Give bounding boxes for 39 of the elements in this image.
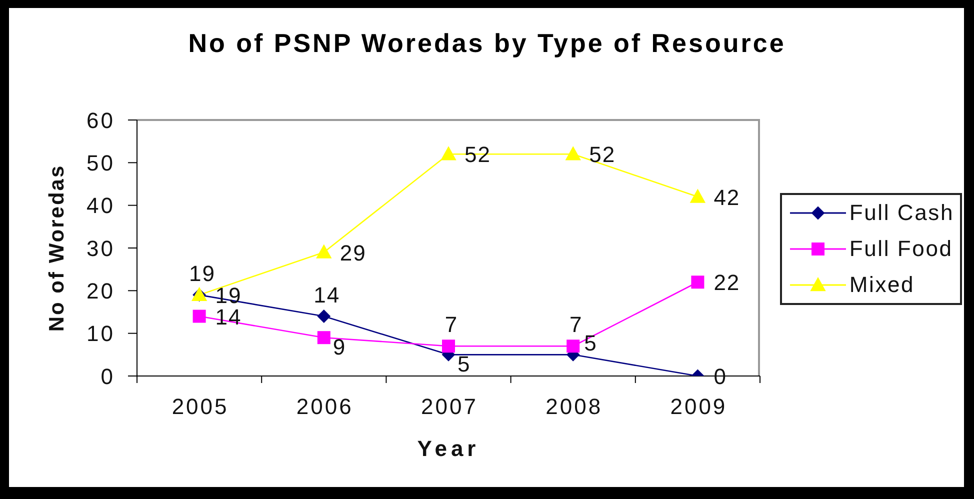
data-label: 42 <box>714 184 740 210</box>
data-label: 5 <box>458 352 471 377</box>
point <box>691 276 704 289</box>
data-label: 14 <box>314 282 340 308</box>
point <box>316 244 332 258</box>
y-tick-label: 30 <box>86 236 115 261</box>
y-tick-label: 50 <box>86 150 115 176</box>
x-tick-label: 2007 <box>421 394 478 419</box>
legend-label: Full Cash <box>849 200 954 226</box>
point <box>566 146 581 160</box>
data-label: 7 <box>444 312 458 338</box>
point <box>317 331 330 344</box>
point <box>317 310 330 323</box>
point <box>441 146 456 160</box>
data-label: 29 <box>340 240 366 266</box>
data-label: 9 <box>332 334 346 360</box>
x-axis-title: Year <box>417 436 480 461</box>
legend-label: Mixed <box>849 272 915 298</box>
point <box>690 189 706 203</box>
point <box>566 340 580 353</box>
y-axis-title: No of Woredas <box>46 164 68 332</box>
y-tick-label: 0 <box>100 364 115 389</box>
x-tick-label: 2008 <box>546 394 603 419</box>
data-label: 7 <box>569 312 583 338</box>
point <box>442 340 455 353</box>
x-tick-label: 2006 <box>296 394 354 419</box>
data-label: 22 <box>714 270 740 296</box>
legend-label: Full Food <box>849 236 953 262</box>
chart-title: No of PSNP Woredas by Type of Resource <box>187 28 787 58</box>
x-tick-label: 2009 <box>670 394 728 419</box>
data-label: 19 <box>189 260 216 286</box>
y-tick-label: 40 <box>86 193 115 218</box>
point <box>192 310 206 323</box>
y-tick-label: 10 <box>86 321 115 346</box>
x-tick-label: 2005 <box>172 394 229 419</box>
data-label: 52 <box>589 142 616 168</box>
y-tick-label: 20 <box>86 278 115 304</box>
data-label: 5 <box>584 330 598 356</box>
y-tick-label: 60 <box>86 108 115 133</box>
